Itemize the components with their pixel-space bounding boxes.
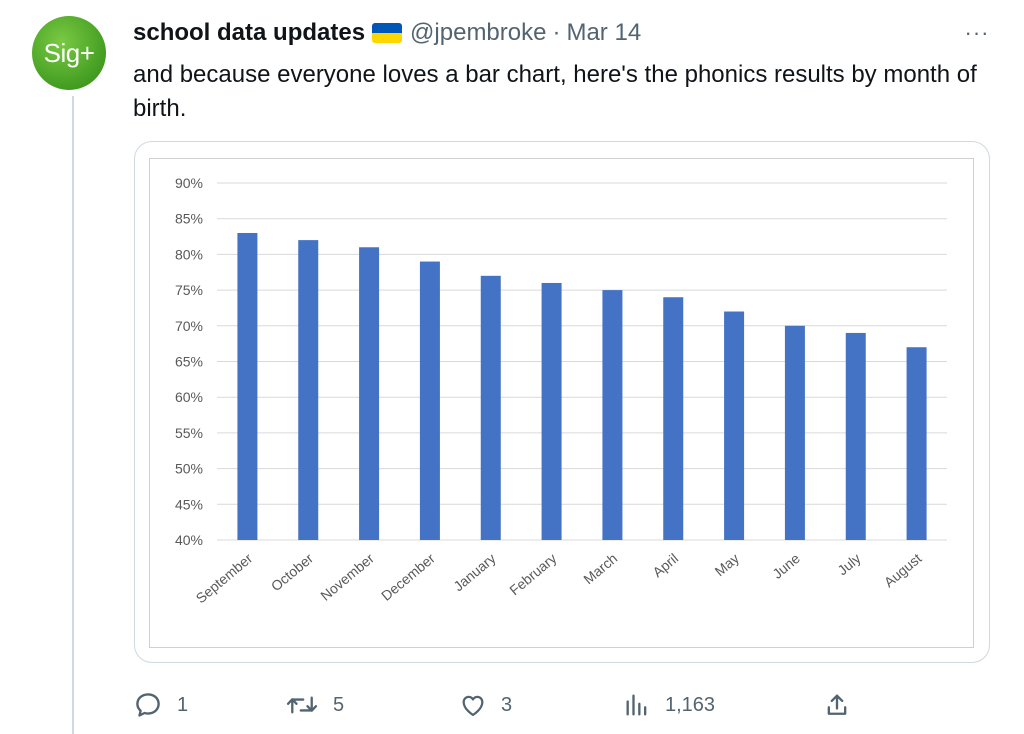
bar — [724, 311, 745, 540]
bar — [845, 332, 866, 540]
reply-count: 1 — [177, 693, 189, 716]
bar — [906, 347, 927, 540]
share-icon — [827, 694, 847, 715]
bar — [237, 232, 258, 540]
views-button[interactable]: 1,163 — [623, 688, 715, 722]
avatar[interactable]: Sig+ — [32, 16, 106, 90]
x-tick-label: May — [711, 550, 742, 579]
ukraine-flag-icon — [372, 23, 403, 43]
reply-icon — [136, 693, 160, 717]
y-tick-label: 50% — [175, 461, 203, 477]
bar — [298, 240, 319, 540]
view-count: 1,163 — [665, 693, 716, 716]
bar — [359, 247, 380, 540]
bar — [419, 261, 440, 540]
y-tick-label: 60% — [175, 389, 203, 405]
bar-chart: 40% 45% 50% 55% 60% 65% 70% 75% 80% 85% 90% Septemb… — [175, 175, 947, 606]
y-tick-label: 90% — [175, 175, 203, 191]
x-tick-label: December — [378, 550, 438, 604]
y-tick-label: 75% — [175, 282, 203, 298]
tweet-header: school data updates @jpembroke · Mar 14 — [133, 18, 641, 48]
x-tick-label: November — [317, 550, 377, 604]
thread-line — [72, 96, 74, 734]
more-icon: ··· — [964, 20, 990, 45]
y-tick-label: 70% — [175, 318, 203, 334]
heart-icon — [462, 695, 484, 717]
bar — [541, 282, 562, 540]
author-handle[interactable]: @jpembroke — [410, 19, 547, 46]
y-tick-label: 45% — [175, 496, 203, 512]
chart-image[interactable]: 40% 45% 50% 55% 60% 65% 70% 75% 80% 85% 90% Septemb… — [149, 158, 974, 648]
x-tick-label: January — [450, 550, 498, 594]
y-tick-label: 80% — [175, 246, 203, 262]
action-bar: 1 5 3 1,163 — [133, 688, 863, 722]
y-tick-label: 65% — [175, 354, 203, 370]
analytics-icon — [626, 694, 647, 716]
like-count: 3 — [501, 693, 513, 716]
y-tick-label: 55% — [175, 425, 203, 441]
retweet-count: 5 — [333, 693, 345, 716]
x-tick-label: June — [769, 550, 803, 582]
x-tick-label: August — [881, 550, 925, 590]
bar — [602, 290, 623, 540]
x-tick-label: October — [268, 550, 317, 594]
like-button[interactable]: 3 — [459, 688, 512, 722]
tweet-text: and because everyone loves a bar chart, … — [133, 61, 977, 122]
bar — [663, 297, 684, 540]
retweet-button[interactable]: 5 — [285, 688, 344, 722]
bar — [784, 325, 805, 540]
author-name[interactable]: school data updates — [133, 19, 366, 46]
separator-dot: · — [552, 19, 561, 46]
retweet-icon — [286, 696, 318, 714]
tweet-date[interactable]: Mar 14 — [566, 19, 642, 46]
avatar-text: Sig+ — [43, 37, 95, 68]
x-tick-label: September — [193, 550, 256, 606]
reply-button[interactable]: 1 — [133, 688, 188, 722]
x-tick-label: July — [834, 550, 863, 578]
more-options-button[interactable]: ··· — [960, 20, 994, 46]
y-tick-label: 40% — [175, 532, 203, 548]
x-tick-label: February — [506, 550, 559, 598]
share-button[interactable] — [823, 688, 851, 722]
x-tick-label: April — [649, 550, 681, 580]
y-tick-label: 85% — [175, 211, 203, 227]
bar — [480, 275, 501, 540]
x-tick-label: March — [580, 550, 620, 587]
